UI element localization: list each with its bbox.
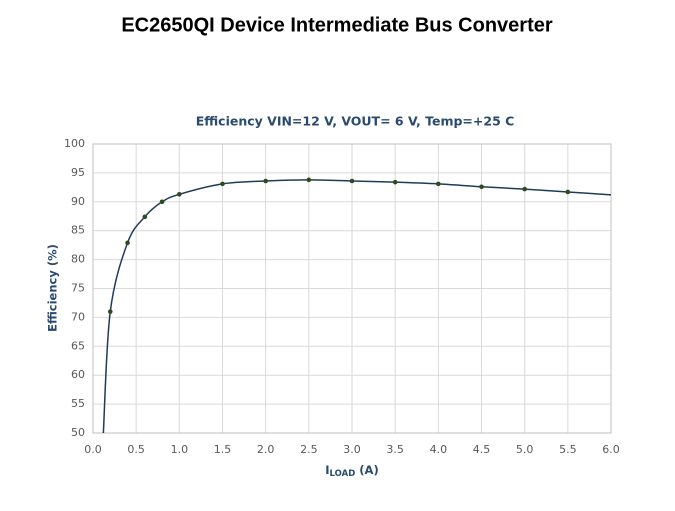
- x-tick-label: 5.5: [559, 443, 577, 456]
- data-point: [392, 179, 398, 185]
- data-point: [177, 191, 182, 197]
- x-label-unit: (A): [355, 463, 378, 477]
- y-tick-label: 80: [71, 253, 85, 266]
- x-tick-label: 3.0: [343, 443, 361, 456]
- data-point: [142, 214, 148, 220]
- x-label-subscript: LOAD: [330, 469, 356, 479]
- y-tick-label: 65: [71, 339, 85, 352]
- y-tick-label: 90: [71, 195, 85, 208]
- data-point: [107, 309, 113, 314]
- chart-title: Efficiency VIN=12 V, VOUT= 6 V, Temp=+25…: [196, 114, 515, 129]
- data-point: [159, 199, 165, 205]
- y-tick-label: 95: [71, 166, 85, 179]
- y-tick-label: 50: [71, 426, 85, 439]
- y-tick-label: 55: [71, 397, 85, 410]
- x-tick-label: 2.0: [257, 443, 275, 456]
- x-tick-label: 6.0: [602, 443, 620, 456]
- data-point: [349, 178, 355, 184]
- data-point: [436, 181, 441, 187]
- plot-border: [92, 143, 612, 434]
- x-tick-label: 1.0: [171, 443, 189, 456]
- x-tick-label: 0.5: [127, 443, 145, 456]
- y-axis-label: Efficiency (%): [46, 244, 60, 332]
- x-tick-label: 2.5: [300, 443, 318, 456]
- x-tick-label: 4.5: [473, 443, 491, 456]
- y-tick-label: 60: [71, 368, 85, 381]
- y-tick-label: 75: [71, 282, 85, 295]
- data-point: [125, 240, 130, 246]
- x-label-main: I: [325, 463, 329, 477]
- data-point: [565, 189, 571, 195]
- y-tick-label: 100: [64, 137, 85, 150]
- x-axis-label: ILOAD (A): [325, 463, 378, 479]
- x-tick-label: 0.0: [84, 443, 102, 456]
- data-point: [522, 186, 527, 192]
- page-title: EC2650QI Device Intermediate Bus Convert…: [121, 14, 553, 36]
- y-tick-label: 85: [71, 224, 85, 237]
- data-point: [220, 181, 225, 187]
- x-tick-label: 3.5: [386, 443, 404, 456]
- x-tick-label: 4.0: [430, 443, 448, 456]
- data-point: [479, 184, 484, 190]
- x-tick-label: 1.5: [214, 443, 232, 456]
- x-tick-label: 5.0: [516, 443, 534, 456]
- data-point: [306, 177, 312, 183]
- y-tick-label: 70: [71, 310, 85, 323]
- data-point: [263, 178, 268, 184]
